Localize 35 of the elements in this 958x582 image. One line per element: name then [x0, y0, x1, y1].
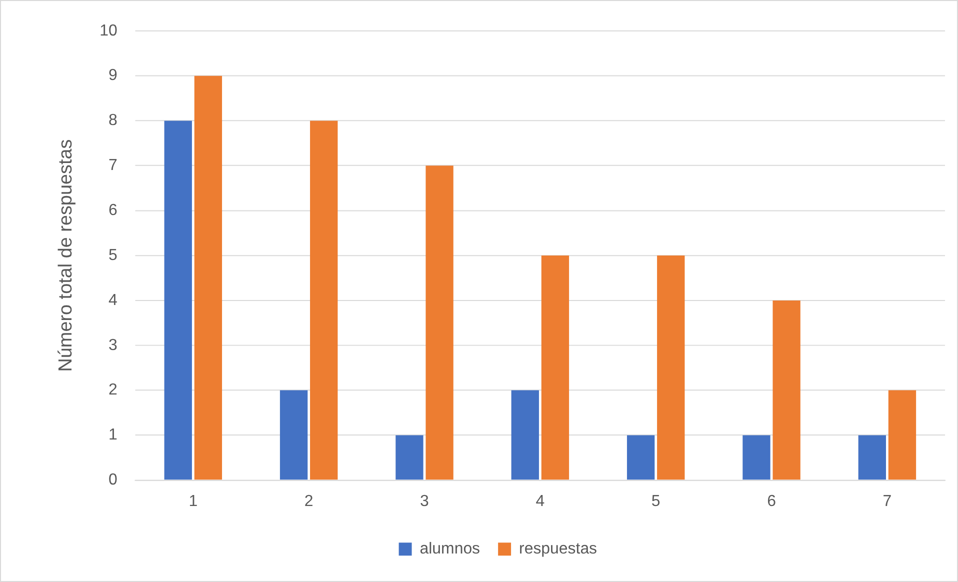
y-tick-label: 8: [108, 112, 118, 130]
bar: [858, 435, 886, 480]
x-tick-label: 1: [188, 493, 198, 510]
x-tick-label: 4: [536, 493, 545, 510]
bar: [396, 435, 424, 480]
bar: [511, 390, 539, 480]
y-tick-label: 0: [108, 472, 118, 489]
x-tick-label: 6: [767, 493, 776, 510]
bar: [626, 435, 655, 480]
y-tick-label: 9: [108, 67, 118, 84]
y-axis-title: Número total de respuestas: [55, 139, 76, 372]
bar: [280, 390, 308, 480]
x-tick-label: 5: [651, 493, 660, 510]
bar: [742, 435, 770, 480]
legend-label: respuestas: [519, 540, 598, 558]
bar: [888, 390, 916, 480]
bar: [194, 76, 222, 480]
legend-label: alumnos: [420, 540, 480, 558]
bar: [657, 256, 685, 480]
y-tick-label: 2: [108, 382, 118, 399]
x-tick-label: 2: [304, 493, 314, 510]
bar: [164, 120, 192, 480]
bar: [541, 256, 570, 480]
bar: [426, 166, 454, 480]
y-tick-label: 6: [108, 202, 118, 219]
x-tick-label: 7: [882, 493, 892, 510]
bar: [772, 300, 800, 480]
y-tick-label: 10: [100, 22, 118, 40]
y-tick-label: 3: [108, 336, 118, 354]
y-tick-label: 1: [108, 426, 118, 444]
y-tick-label: 5: [108, 246, 118, 264]
y-tick-label: 7: [108, 157, 118, 174]
x-tick-label: 3: [420, 493, 430, 510]
y-tick-label: 4: [108, 292, 118, 309]
bar: [310, 120, 338, 480]
